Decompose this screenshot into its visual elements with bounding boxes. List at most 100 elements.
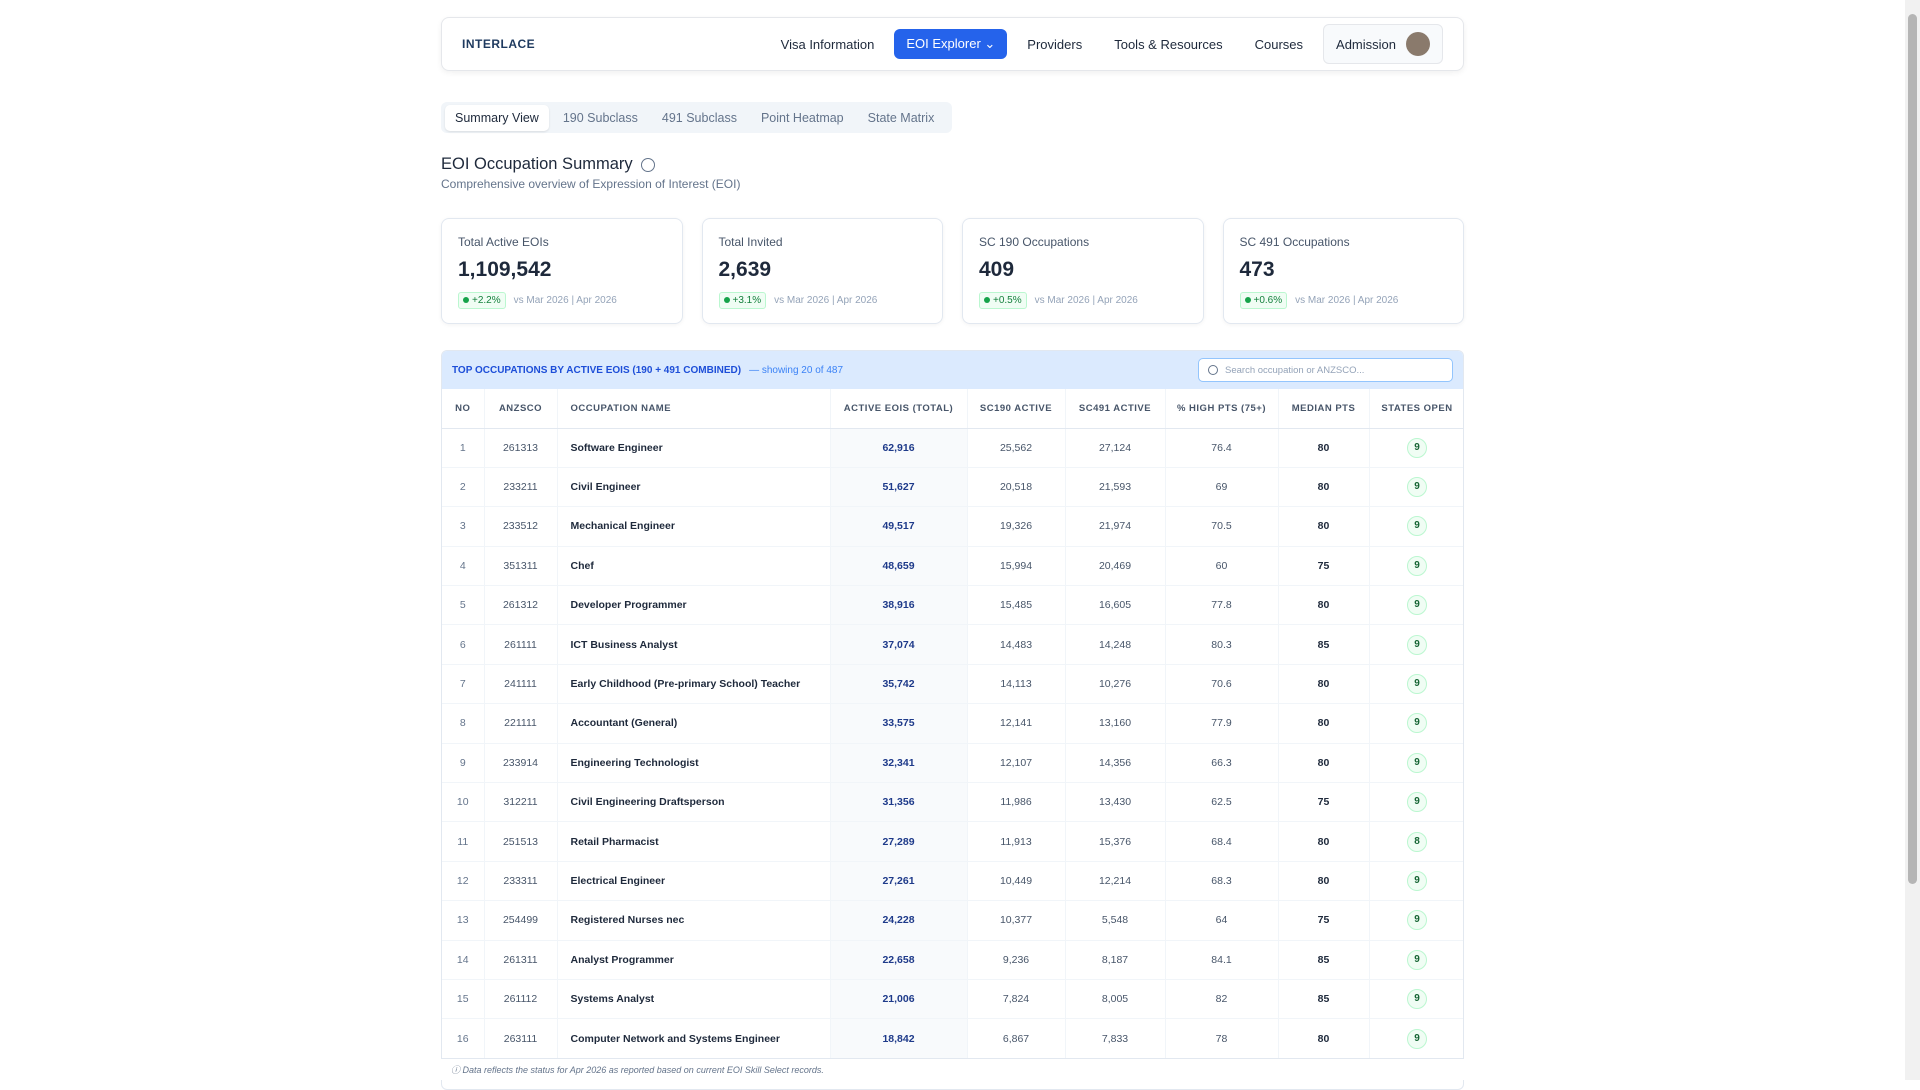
comparison: vs Mar 2026 | Apr 2026 [774,295,878,306]
table-cell: 7 [442,664,485,705]
table-cell: 80.3 [1165,624,1279,665]
table-row[interactable]: 15 261112 Systems Analyst 21,006 7,824 8,005 8… [442,979,1463,1020]
table-row[interactable]: 12 233311 Electrical Engineer 27,261 10,449 1… [442,861,1463,902]
table-cell: 77.8 [1165,585,1279,626]
nav-item-active[interactable]: EOI Explorer ⌄ [894,29,1008,59]
column-header[interactable]: SC190 ACTIVE [967,389,1066,429]
table-cell: 80 [1278,703,1370,744]
states-badge: 9 [1407,713,1427,734]
column-header[interactable]: NO [442,389,485,429]
table-cell: 233914 [484,743,558,784]
states-badge: 9 [1407,634,1427,655]
table-row[interactable]: 8 221111 Accountant (General) 33,575 12,141 1… [442,703,1463,744]
table-cell: 66.3 [1165,743,1279,784]
stat-card: SC 190 Occupations 409 +0.5% vs Mar 2026 | … [962,218,1204,324]
stat-card: Total Invited 2,639 +3.1% vs Mar 2026 | Apr… [701,218,943,324]
table-cell: 20,518 [967,467,1066,508]
cards: Total Active EOIs 1,109,542 +2.2% vs Mar 20… [441,218,1464,324]
table-cell: Early Childhood (Pre-primary School) Tea… [557,664,831,705]
tab[interactable]: 491 Subclass [661,110,737,125]
table-row[interactable]: 16 263111 Computer Network and Systems Eng… [442,1018,1463,1059]
tab[interactable]: State Matrix [867,110,935,125]
column-header[interactable]: SC491 ACTIVE [1065,389,1166,429]
table-cell: 8,187 [1065,940,1166,980]
states-badge: 9 [1407,910,1427,931]
table-cell: 75 [1278,900,1370,941]
states-badge: 9 [1407,752,1427,773]
column-header[interactable]: MEDIAN PTS [1278,389,1370,429]
table-cell: 14,113 [967,664,1066,705]
states-badge: 9 [1407,989,1427,1010]
table-cell: 76.4 [1165,428,1279,468]
table-cell: 15,994 [967,546,1066,587]
table-row[interactable]: 3 233512 Mechanical Engineer 49,517 19,326 21… [442,506,1463,547]
scrollbar[interactable] [1905,0,1920,1080]
table-cell: 13,160 [1065,703,1166,744]
column-header[interactable]: ANZSCO [484,389,558,429]
column-header[interactable]: OCCUPATION NAME [557,389,831,429]
footnote: ⓘ Data reflects the status for Apr 2026 … [441,1058,1464,1080]
subtitle: Comprehensive overview of Expression of … [441,177,741,191]
nav-item[interactable]: Courses [1254,36,1304,52]
states-badge: 9 [1407,477,1427,498]
table-row[interactable]: 13 254499 Registered Nurses nec 24,228 10,37… [442,900,1463,941]
table-header: TOP OCCUPATIONS BY ACTIVE EOIS (190 + 49… [442,351,1463,389]
table-cell: 14 [442,940,485,980]
table-cell: 8 [442,703,485,744]
table-cell: 9,236 [967,940,1066,980]
info-icon[interactable] [640,157,655,172]
table-row[interactable]: 7 241111 Early Childhood (Pre-primary Scho… [442,664,1463,705]
table-cell: 80 [1278,428,1370,468]
table-cell: 35,742 [830,664,968,705]
table-cell: 11,986 [967,782,1066,823]
table-cell: 21,974 [1065,506,1166,547]
nav-item[interactable]: Visa Information [780,36,875,52]
table-row[interactable]: 14 261311 Analyst Programmer 22,658 9,236 8,1… [442,940,1463,980]
column-header[interactable]: % HIGH PTS (75+) [1165,389,1279,429]
search-input[interactable]: Search occupation or ANZSCO... [1198,358,1453,382]
card-value: 473 [1239,258,1275,281]
user-menu[interactable]: Admission [1323,24,1443,64]
table-body: 1 261313 Software Engineer 62,916 25,562 27,1… [442,428,1463,1059]
table-row[interactable]: 9 233914 Engineering Technologist 32,341 12,… [442,743,1463,784]
nav-item[interactable]: Providers [1027,36,1083,52]
logo[interactable]: INTERLACE [462,37,536,51]
table-row[interactable]: 5 261312 Developer Programmer 38,916 15,485 1… [442,585,1463,626]
card-label: SC 491 Occupations [1239,235,1350,249]
table-cell: 20,469 [1065,546,1166,587]
table-cell: Accountant (General) [557,703,831,744]
tab[interactable]: 190 Subclass [562,110,638,125]
table-cell: 10,377 [967,900,1066,941]
table-cell: 9 [1369,703,1463,744]
table-cell: Registered Nurses nec [557,900,831,941]
column-header[interactable]: STATES OPEN [1369,389,1463,429]
table-row[interactable]: 1 261313 Software Engineer 62,916 25,562 27,1… [442,428,1463,468]
table-cell: 6,867 [967,1018,1066,1059]
avatar [1406,32,1430,56]
nav-item[interactable]: Tools & Resources [1114,36,1223,52]
table-row[interactable]: 6 261111 ICT Business Analyst 37,074 14,483 1… [442,624,1463,665]
card-change-row: +3.1% vs Mar 2026 | Apr 2026 [718,292,927,309]
states-badge: 9 [1407,516,1427,537]
nav-label: Admission [1336,36,1396,52]
tab[interactable]: Summary View [445,104,549,131]
table-row[interactable]: 4 351311 Chef 48,659 15,994 20,469 60 75 9 [442,546,1463,587]
column-header[interactable]: ACTIVE EOIS (TOTAL) [830,389,968,429]
table-cell: 85 [1278,624,1370,665]
table-cell: 9 [1369,900,1463,941]
card-label: Total Invited [718,235,783,249]
table-cell: 6 [442,624,485,665]
table-row[interactable]: 11 251513 Retail Pharmacist 27,289 11,913 15,… [442,821,1463,862]
table-row[interactable]: 2 233211 Civil Engineer 51,627 20,518 21,593 6… [442,467,1463,508]
tab[interactable]: Point Heatmap [760,110,844,125]
table-cell: 14,248 [1065,624,1166,665]
table-cell: 85 [1278,940,1370,980]
scroll-thumb[interactable] [1908,14,1917,884]
table-cell: 15 [442,979,485,1020]
section-title: EOI Occupation Summary [441,155,655,174]
table-row[interactable]: 10 312211 Civil Engineering Draftsperson 31… [442,782,1463,823]
table-cell: 68.4 [1165,821,1279,862]
table-cell: 14,483 [967,624,1066,665]
table-cell: 22,658 [830,940,968,980]
table-cell: 49,517 [830,506,968,547]
